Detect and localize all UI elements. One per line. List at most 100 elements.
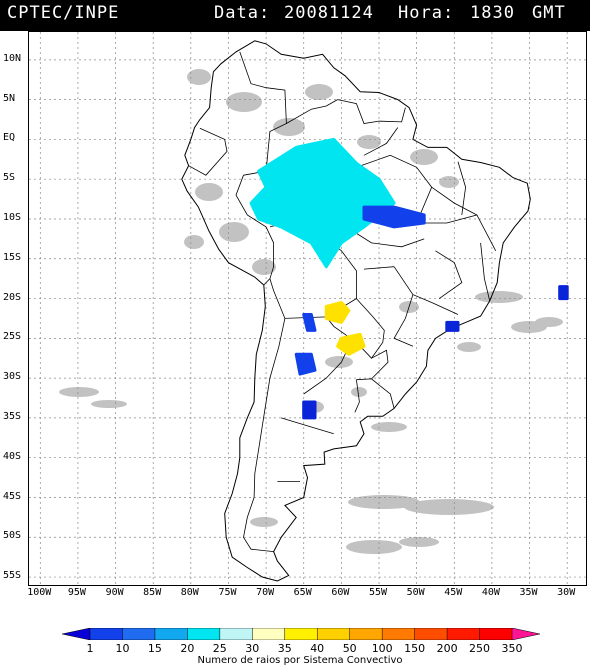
latitude-label: 45S (3, 490, 22, 502)
border-line (416, 214, 497, 251)
cloud-patch (252, 259, 276, 275)
latitude-label: 40S (3, 450, 22, 462)
colorbar-tick-label: 100 (371, 642, 393, 655)
timezone-label: GMT (532, 3, 566, 23)
colorbar-tick-label: 20 (180, 642, 195, 655)
border-line (356, 154, 433, 224)
colorbar-tick-label: 30 (245, 642, 260, 655)
colorbar-tick-label: 10 (115, 642, 130, 655)
south-america-coastline (181, 40, 531, 582)
map-canvas (29, 32, 586, 585)
border-line (431, 186, 478, 216)
latitude-label: 10S (3, 212, 22, 223)
latitude-label: 15S (3, 251, 22, 263)
border-line (480, 242, 491, 301)
longitude-label: 65W (293, 587, 312, 598)
latitude-label: 5N (3, 92, 16, 104)
pampa-cluster (302, 400, 317, 420)
colorbar-tick-label: 35 (277, 642, 292, 655)
colorbar-segment (381, 628, 416, 640)
latitude-label: 25S (3, 331, 22, 343)
latitude-label: 50S (3, 530, 22, 542)
border-line (457, 161, 467, 216)
cloud-patch (351, 387, 367, 397)
cloud-patch (399, 537, 439, 547)
sao-paulo-cluster (445, 320, 460, 332)
graticule (29, 32, 586, 585)
paraguay-cluster-north (324, 301, 351, 324)
central-brazil-cluster (362, 205, 426, 229)
colorbar-tick-label: 350 (501, 642, 523, 655)
longitude-label: 50W (406, 587, 425, 598)
border-line (188, 127, 228, 176)
colorbar-segment (154, 628, 189, 640)
colorbar-segment (122, 628, 156, 640)
border-line (243, 318, 286, 552)
cloud-patch (457, 342, 481, 352)
cloud-patch (404, 499, 494, 515)
cloud-patch (410, 149, 438, 165)
cloud-patch (250, 517, 278, 527)
cloud-cover-layer (59, 69, 563, 554)
border-line (371, 349, 389, 380)
cloud-patch (184, 235, 204, 249)
longitude-label: 70W (256, 587, 275, 598)
border-line (393, 266, 459, 315)
longitude-label: 40W (481, 587, 500, 598)
cloud-patch (273, 118, 305, 136)
hour-value: 1830 (470, 3, 515, 23)
colorbar-tick-label: 150 (404, 642, 426, 655)
cloud-patch (219, 222, 249, 242)
colorbar-segment (316, 628, 351, 640)
longitude-label: 60W (331, 587, 350, 598)
longitude-label: 75W (218, 587, 237, 598)
border-line (435, 250, 463, 299)
colorbar-tick-label: 200 (436, 642, 458, 655)
colorbar (62, 628, 540, 640)
north-argentina-cluster (302, 313, 317, 332)
cloud-patch (59, 387, 99, 397)
colorbar-segment (62, 628, 91, 640)
cloud-patch (226, 92, 262, 112)
cloud-patch (325, 356, 353, 368)
colorbar-segment (414, 628, 448, 640)
colorbar-caption: Numero de raios por Sistema Convectivo (197, 655, 403, 666)
date-label: Data: (214, 3, 271, 23)
longitude-label: 100W (27, 587, 52, 598)
cloud-patch (357, 135, 381, 149)
border-line (354, 379, 360, 413)
border-line (286, 99, 338, 124)
chaco-cluster (294, 352, 317, 376)
longitude-label: 55W (368, 587, 388, 598)
border-line (337, 99, 406, 124)
map-panel (28, 31, 587, 586)
cloud-patch (439, 176, 459, 188)
longitude-label: 85W (143, 587, 162, 598)
border-line (281, 417, 334, 435)
cloud-patch (371, 422, 407, 432)
border-line (235, 175, 275, 286)
hour-label: Hora: (398, 3, 455, 23)
border-line (363, 266, 395, 270)
latitude-label: 10N (3, 52, 22, 64)
source-label: CPTEC/INPE (7, 3, 120, 23)
colorbar-segment (479, 628, 513, 640)
colorbar-segment (446, 628, 481, 640)
amazon-cluster (249, 137, 396, 269)
cloud-patch (348, 495, 420, 509)
colorbar-tick-label: 40 (310, 642, 325, 655)
cloud-patch (305, 84, 333, 100)
colorbar-segment (252, 628, 286, 640)
longitude-label: 90W (105, 587, 124, 598)
longitude-label: 80W (180, 587, 199, 598)
colorbar-segment (219, 628, 254, 640)
colorbar-tick-label: 50 (342, 642, 357, 655)
colorbar-segment (511, 628, 540, 640)
cloud-patch (195, 183, 223, 201)
title-bar: CPTEC/INPE Data: 20081124 Hora: 1830 GMT (0, 0, 590, 31)
latitude-label: 55S (3, 570, 22, 581)
latitude-label: 30S (3, 371, 22, 383)
paraguay-cluster-south (336, 332, 366, 356)
latitude-label: 5S (3, 172, 16, 184)
country-borders (188, 51, 497, 552)
